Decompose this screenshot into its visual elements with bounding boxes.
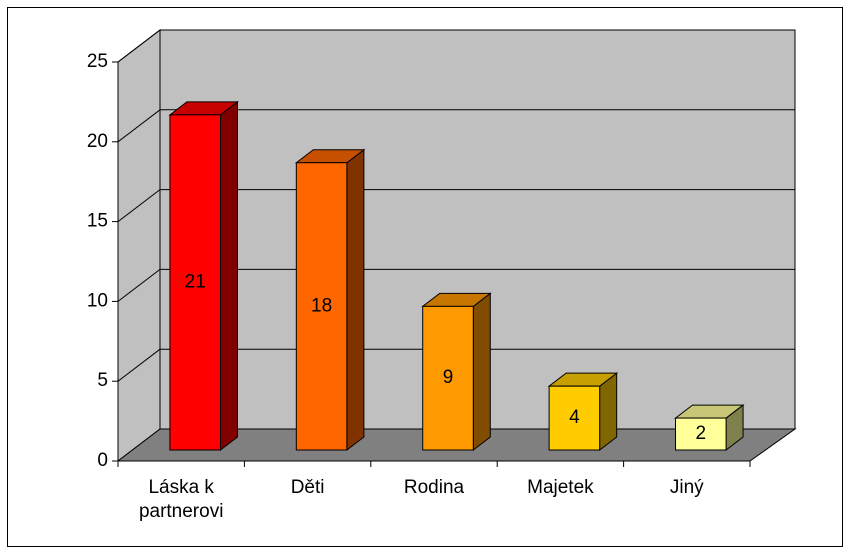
- y-tick-label: 15: [87, 211, 108, 232]
- bars: 21 18 9 4 2: [168, 100, 745, 452]
- data-label: 2: [696, 423, 707, 444]
- x-tick-label: Láska k partnerovi: [138, 477, 224, 522]
- y-tick-label: 0: [97, 450, 108, 471]
- grid-line: [117, 348, 161, 382]
- data-label: 18: [311, 295, 332, 316]
- y-tick-label: 10: [87, 290, 108, 311]
- y-tick-label: 5: [97, 370, 108, 391]
- x-tick-label: Majetek: [527, 477, 594, 498]
- y-tick-label: 25: [87, 51, 108, 72]
- x-tick-label: Jiný: [669, 477, 704, 498]
- bar-side: [219, 100, 238, 452]
- grid-line: [117, 269, 161, 302]
- data-label: 4: [569, 407, 580, 428]
- bar: [169, 114, 221, 451]
- side-wall: [117, 28, 161, 463]
- bar: [675, 417, 727, 451]
- grid-line: [117, 29, 161, 63]
- grid-line: [117, 109, 161, 143]
- bar: [295, 162, 348, 451]
- bar: [548, 385, 601, 451]
- y-tick-label: 20: [87, 131, 108, 152]
- data-label: 21: [185, 271, 206, 292]
- bar-side: [346, 148, 365, 452]
- x-tick-label: Rodina: [403, 477, 465, 498]
- bar: [422, 305, 474, 451]
- grid-line: [117, 189, 161, 222]
- data-label: 9: [443, 367, 454, 388]
- x-tick-label: Děti: [290, 477, 325, 498]
- bar-side: [472, 292, 491, 452]
